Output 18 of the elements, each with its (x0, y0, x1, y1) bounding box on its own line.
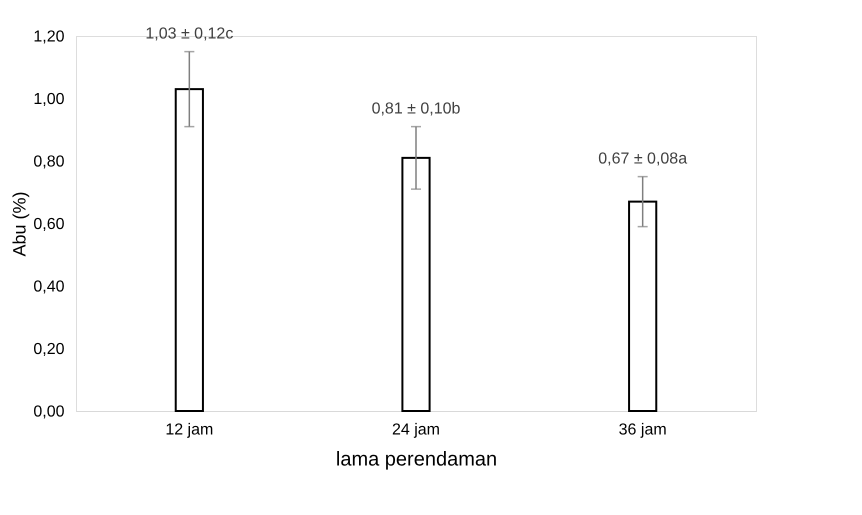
x-tick-label: 12 jam (165, 422, 214, 438)
y-tick-label: 1,20 (33, 28, 65, 46)
data-label: 0,67 ± 0,08a (598, 150, 688, 168)
data-label: 1,03 ± 0,12c (145, 26, 234, 43)
bar (174, 88, 204, 412)
bar (401, 156, 431, 412)
y-tick-label: 0,20 (33, 341, 65, 358)
y-tick-label: 0,00 (33, 404, 65, 420)
data-label: 0,81 ± 0,10b (372, 100, 461, 118)
x-tick-label: 36 jam (618, 422, 667, 438)
bar (628, 200, 658, 412)
x-axis-title: lama perendaman (336, 448, 498, 470)
y-axis-title: Abu (%) (9, 191, 30, 257)
x-tick-label: 24 jam (392, 422, 440, 438)
y-tick-label: 1,00 (33, 91, 65, 108)
y-tick-label: 0,80 (33, 154, 65, 170)
y-tick-label: 0,60 (33, 216, 65, 233)
y-tick-label: 0,40 (33, 278, 65, 296)
